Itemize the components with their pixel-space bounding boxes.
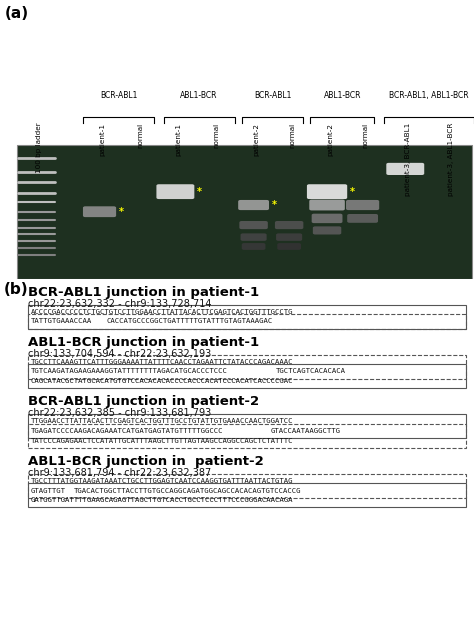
Text: BCR-ABL1 junction in patient-2: BCR-ABL1 junction in patient-2 xyxy=(28,395,259,408)
Text: TGTCAAGATAGAAGAAAGGTATTTTTTTTAGACATGCACCCTCCC: TGTCAAGATAGAAGAAAGGTATTTTTTTTAGACATGCACC… xyxy=(30,369,228,374)
Text: *: * xyxy=(197,187,202,197)
Text: *: * xyxy=(118,207,124,217)
Bar xyxy=(28,474,466,498)
Text: TGAGATCCCCAAGACAGAAATCATGATGAGTATGTTTTTGGCCC: TGAGATCCCCAAGACAGAAATCATGATGAGTATGTTTTTG… xyxy=(30,428,223,434)
FancyBboxPatch shape xyxy=(276,233,302,241)
Text: 100 bp ladder: 100 bp ladder xyxy=(36,123,42,173)
Text: TGCTCAGTCACACACA: TGCTCAGTCACACACA xyxy=(276,369,346,374)
Text: BCR-ABL1: BCR-ABL1 xyxy=(100,91,137,100)
Text: CAGCATACGCTATGCACATGTGTCCACACACACCCCACCCACATCCCACATCACCCCGAC: CAGCATACGCTATGCACATGTGTCCACACACACCCCACCC… xyxy=(30,378,293,384)
Text: ABL1-BCR: ABL1-BCR xyxy=(324,91,361,100)
Text: normal: normal xyxy=(213,123,219,148)
Text: TGACACTGGCTTACCTTGTGCCAGGCAGATGGCAGCCACACAGTGTCCACCG: TGACACTGGCTTACCTTGTGCCAGGCAGATGGCAGCCACA… xyxy=(74,488,301,493)
Bar xyxy=(28,414,466,438)
Bar xyxy=(28,364,466,388)
FancyBboxPatch shape xyxy=(238,200,269,210)
Text: normal: normal xyxy=(137,123,144,148)
FancyBboxPatch shape xyxy=(307,184,347,199)
Bar xyxy=(28,424,466,448)
Text: chr9:133,681,794 - chr22:23,632,387: chr9:133,681,794 - chr22:23,632,387 xyxy=(28,468,211,478)
Text: TGCCTTCAAAGTTCATTTGGGAAAATTATTTTCAACCTAGAATTCTATACCCAGACAAAC: TGCCTTCAAAGTTCATTTGGGAAAATTATTTTCAACCTAG… xyxy=(30,359,293,365)
Text: chr22:23,632,332 - chr9:133,728,714: chr22:23,632,332 - chr9:133,728,714 xyxy=(28,299,211,309)
Text: ABL1-BCR junction in  patient-2: ABL1-BCR junction in patient-2 xyxy=(28,454,264,468)
Bar xyxy=(28,483,466,507)
Text: CACCATGCCCGGCTGATTTTTGTATTTGTAGTAAAGAC: CACCATGCCCGGCTGATTTTTGTATTTGTAGTAAAGAC xyxy=(107,319,273,324)
Text: chr9:133,704,594 - chr22:23,632,193: chr9:133,704,594 - chr22:23,632,193 xyxy=(28,349,211,359)
FancyBboxPatch shape xyxy=(156,184,194,199)
Text: patient-3, ABL1-BCR: patient-3, ABL1-BCR xyxy=(448,123,454,196)
Bar xyxy=(17,145,472,279)
Text: ABL1-BCR junction in patient-1: ABL1-BCR junction in patient-1 xyxy=(28,336,259,349)
Bar xyxy=(28,355,466,379)
Text: BCR-ABL1, ABL1-BCR: BCR-ABL1, ABL1-BCR xyxy=(389,91,469,100)
Text: TATCCCAGAGAACTCCATATTGCATTTAAGCTTGTTAGTAAGCCAGGCCAGCTCTATTTC: TATCCCAGAGAACTCCATATTGCATTTAAGCTTGTTAGTA… xyxy=(30,438,293,443)
Text: TATTGTGAAACCAA: TATTGTGAAACCAA xyxy=(30,319,92,324)
FancyBboxPatch shape xyxy=(311,213,342,223)
Text: patient-1: patient-1 xyxy=(175,123,182,156)
Text: patient-2: patient-2 xyxy=(254,123,260,156)
FancyBboxPatch shape xyxy=(346,200,379,210)
Text: normal: normal xyxy=(289,123,295,148)
FancyBboxPatch shape xyxy=(242,243,265,250)
Text: (b): (b) xyxy=(4,282,28,297)
Text: chr22:23,632,385 - chr9:133,681,793: chr22:23,632,385 - chr9:133,681,793 xyxy=(28,408,211,418)
Text: BCR-ABL1 junction in patient-1: BCR-ABL1 junction in patient-1 xyxy=(28,285,259,299)
FancyBboxPatch shape xyxy=(386,163,424,175)
Bar xyxy=(28,314,466,329)
Text: *: * xyxy=(349,187,355,197)
Text: GTACCAATAAGGCTTG: GTACCAATAAGGCTTG xyxy=(270,428,340,434)
Text: patient-1: patient-1 xyxy=(100,123,106,156)
Text: TGCCTTTATGGTAAGATAAATCTGCCTTGGAGTCAATCCAAGGTGATTTAATTACTGTAG: TGCCTTTATGGTAAGATAAATCTGCCTTGGAGTCAATCCA… xyxy=(30,478,293,484)
Text: *: * xyxy=(271,200,276,210)
FancyBboxPatch shape xyxy=(275,221,303,229)
Text: BCR-ABL1: BCR-ABL1 xyxy=(254,91,291,100)
FancyBboxPatch shape xyxy=(347,214,378,223)
FancyBboxPatch shape xyxy=(277,243,301,250)
Text: normal: normal xyxy=(363,123,369,148)
FancyBboxPatch shape xyxy=(239,221,268,229)
FancyBboxPatch shape xyxy=(83,207,116,217)
Text: ACCCCGACCCCCTCTGCTGTCCTTGGAACCTTATTACACTTCGAGTCACTGGTTTGCCTG: ACCCCGACCCCCTCTGCTGTCCTTGGAACCTTATTACACT… xyxy=(30,309,293,315)
FancyBboxPatch shape xyxy=(309,200,345,210)
Text: ABL1-BCR: ABL1-BCR xyxy=(180,91,218,100)
Text: GATGGTTGATTTTGAAGCAGAGTTAGCTTGTCACCTGCCTCCCTTTCCCGGGACAACAGA: GATGGTTGATTTTGAAGCAGAGTTAGCTTGTCACCTGCCT… xyxy=(30,497,293,503)
FancyBboxPatch shape xyxy=(313,227,341,235)
Bar xyxy=(28,305,466,329)
Text: (a): (a) xyxy=(5,6,29,21)
FancyBboxPatch shape xyxy=(241,233,267,241)
Text: patient-2: patient-2 xyxy=(327,123,333,156)
Text: TTGGAACCTTATTACACTTCGAGTCACTGGTTTGCCTGTATTGTGAAACCAACTGGATCC: TTGGAACCTTATTACACTTCGAGTCACTGGTTTGCCTGTA… xyxy=(30,419,293,424)
Text: patient-3, BCR-ABL1: patient-3, BCR-ABL1 xyxy=(405,123,411,196)
Text: GTAGTTGT: GTAGTTGT xyxy=(30,488,65,493)
